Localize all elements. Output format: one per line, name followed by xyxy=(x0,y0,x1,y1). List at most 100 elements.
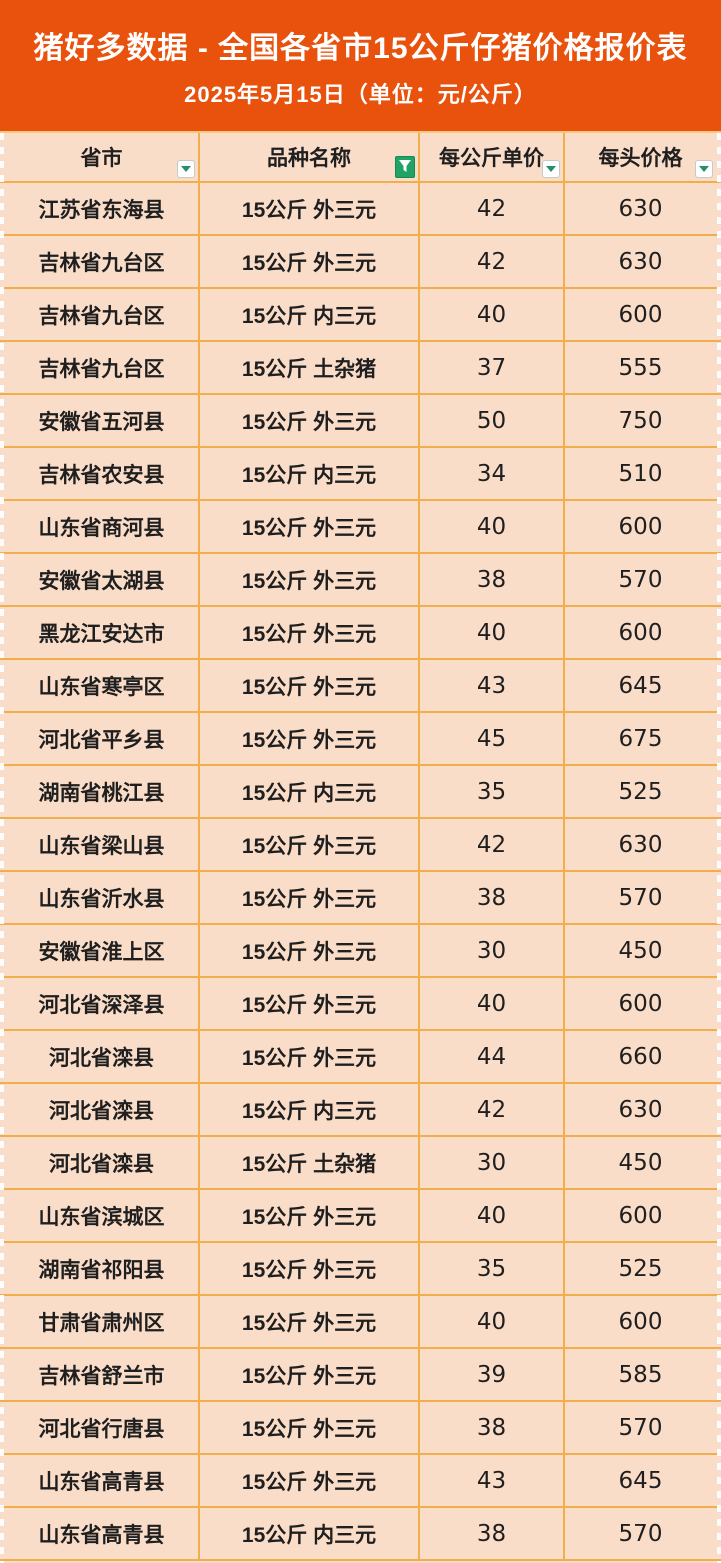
cell-province: 河北省行唐县 xyxy=(5,1402,200,1453)
table-row: 河北省滦县 15公斤 内三元 42 630 xyxy=(0,1084,721,1137)
table-row: 吉林省舒兰市 15公斤 外三元 39 585 xyxy=(0,1349,721,1402)
cell-unit-price: 40 xyxy=(420,978,565,1029)
table-row: 吉林省农安县 15公斤 内三元 34 510 xyxy=(0,448,721,501)
cell-breed: 15公斤 内三元 xyxy=(200,448,420,499)
cell-breed: 15公斤 内三元 xyxy=(200,1084,420,1135)
table-row: 山东省寒亭区 15公斤 外三元 43 645 xyxy=(0,660,721,713)
cell-unit-price: 42 xyxy=(420,1084,565,1135)
table-row: 甘肃省肃州区 15公斤 外三元 40 600 xyxy=(0,1296,721,1349)
table-row: 山东省商河县 15公斤 外三元 40 600 xyxy=(0,501,721,554)
filter-dropdown-icon[interactable] xyxy=(177,160,195,178)
cell-breed: 15公斤 外三元 xyxy=(200,1296,420,1347)
cell-head-price: 645 xyxy=(618,1467,663,1494)
cell-head-price: 600 xyxy=(618,513,663,540)
column-header-head-price: 每头价格 xyxy=(565,133,716,181)
table-row: 山东省滨城区 15公斤 外三元 40 600 xyxy=(0,1190,721,1243)
cell-head-price: 570 xyxy=(618,884,663,911)
cell-province: 吉林省九台区 xyxy=(5,342,200,393)
table-row: 湖南省桃江县 15公斤 内三元 35 525 xyxy=(0,766,721,819)
cell-unit-price: 39 xyxy=(420,1349,565,1400)
cell-head-price: 630 xyxy=(618,248,663,275)
page-subtitle: 2025年5月15日（单位：元/公斤） xyxy=(184,81,537,107)
filter-dropdown-icon[interactable] xyxy=(542,160,560,178)
cell-head-price: 600 xyxy=(618,1202,663,1229)
cell-breed: 15公斤 外三元 xyxy=(200,872,420,923)
cell-unit-price: 40 xyxy=(420,607,565,658)
cell-breed: 15公斤 内三元 xyxy=(200,289,420,340)
cell-breed: 15公斤 外三元 xyxy=(200,713,420,764)
cell-province: 河北省平乡县 xyxy=(5,713,200,764)
cell-province: 山东省沂水县 xyxy=(5,872,200,923)
cell-province: 河北省滦县 xyxy=(5,1084,200,1135)
cell-head-price: 555 xyxy=(618,354,663,381)
cell-unit-price: 30 xyxy=(420,925,565,976)
cell-unit-price: 38 xyxy=(420,1508,565,1559)
column-header-unit-price: 每公斤单价 xyxy=(420,133,565,181)
cell-head-price: 510 xyxy=(618,460,663,487)
cell-unit-price: 50 xyxy=(420,395,565,446)
column-header-label: 品种名称 xyxy=(267,147,351,170)
cell-unit-price: 35 xyxy=(420,1243,565,1294)
filter-dropdown-icon[interactable] xyxy=(695,160,713,178)
table-row: 吉林省九台区 15公斤 内三元 40 600 xyxy=(0,289,721,342)
cell-province: 山东省高青县 xyxy=(5,1508,200,1559)
column-header-province: 省市 xyxy=(5,133,200,181)
cell-province: 河北省滦县 xyxy=(5,1137,200,1188)
cell-head-price: 630 xyxy=(618,831,663,858)
cell-breed: 15公斤 外三元 xyxy=(200,978,420,1029)
cell-breed: 15公斤 外三元 xyxy=(200,819,420,870)
cell-province: 河北省滦县 xyxy=(5,1031,200,1082)
cell-unit-price: 42 xyxy=(420,183,565,234)
cell-unit-price: 42 xyxy=(420,236,565,287)
cell-province: 安徽省淮上区 xyxy=(5,925,200,976)
cell-breed: 15公斤 外三元 xyxy=(200,607,420,658)
cell-head-price: 585 xyxy=(618,1361,663,1388)
cell-head-price: 600 xyxy=(618,990,663,1017)
cell-breed: 15公斤 内三元 xyxy=(200,1508,420,1559)
cell-head-price: 600 xyxy=(618,619,663,646)
cell-unit-price: 30 xyxy=(420,1137,565,1188)
cell-head-price: 600 xyxy=(618,301,663,328)
cell-breed: 15公斤 外三元 xyxy=(200,1455,420,1506)
funnel-icon xyxy=(399,160,411,172)
table-row: 安徽省太湖县 15公斤 外三元 38 570 xyxy=(0,554,721,607)
cell-head-price: 570 xyxy=(618,566,663,593)
table-row: 江苏省东海县 15公斤 外三元 42 630 xyxy=(0,183,721,236)
column-header-label: 每头价格 xyxy=(598,147,683,170)
cell-unit-price: 38 xyxy=(420,554,565,605)
table-row: 安徽省淮上区 15公斤 外三元 30 450 xyxy=(0,925,721,978)
cell-head-price: 570 xyxy=(618,1414,663,1441)
cell-unit-price: 37 xyxy=(420,342,565,393)
cell-unit-price: 45 xyxy=(420,713,565,764)
cell-head-price: 675 xyxy=(618,725,663,752)
cell-province: 江苏省东海县 xyxy=(5,183,200,234)
cell-head-price: 645 xyxy=(618,672,663,699)
cell-head-price: 630 xyxy=(618,195,663,222)
cell-breed: 15公斤 外三元 xyxy=(200,1190,420,1241)
table-body: 江苏省东海县 15公斤 外三元 42 630 吉林省九台区 15公斤 外三元 42 630 吉林… xyxy=(0,183,721,1561)
cell-head-price: 570 xyxy=(618,1520,663,1547)
page-title: 猪好多数据 - 全国各省市15公斤仔猪价格报价表 xyxy=(33,31,688,65)
cell-province: 山东省高青县 xyxy=(5,1455,200,1506)
table-row: 安徽省五河县 15公斤 外三元 50 750 xyxy=(0,395,721,448)
cell-breed: 15公斤 土杂猪 xyxy=(200,342,420,393)
column-header-label: 每公斤单价 xyxy=(439,147,544,170)
table-row: 河北省深泽县 15公斤 外三元 40 600 xyxy=(0,978,721,1031)
table-row: 湖南省祁阳县 15公斤 外三元 35 525 xyxy=(0,1243,721,1296)
cell-province: 山东省寒亭区 xyxy=(5,660,200,711)
cell-breed: 15公斤 外三元 xyxy=(200,925,420,976)
price-table: 省市 品种名称 每公斤单价 每头价格 江苏省东海县 15公斤 外三元 42 630 吉林… xyxy=(0,133,721,1561)
cell-breed: 15公斤 外三元 xyxy=(200,395,420,446)
cell-breed: 15公斤 外三元 xyxy=(200,660,420,711)
filter-active-icon[interactable] xyxy=(395,156,415,178)
cell-unit-price: 38 xyxy=(420,872,565,923)
cell-head-price: 450 xyxy=(618,1149,663,1176)
cell-breed: 15公斤 外三元 xyxy=(200,183,420,234)
table-row: 河北省行唐县 15公斤 外三元 38 570 xyxy=(0,1402,721,1455)
table-header-row: 省市 品种名称 每公斤单价 每头价格 xyxy=(0,133,721,183)
cell-unit-price: 44 xyxy=(420,1031,565,1082)
column-header-breed: 品种名称 xyxy=(200,133,420,181)
cell-breed: 15公斤 外三元 xyxy=(200,1402,420,1453)
table-row: 黑龙江安达市 15公斤 外三元 40 600 xyxy=(0,607,721,660)
cell-province: 山东省梁山县 xyxy=(5,819,200,870)
